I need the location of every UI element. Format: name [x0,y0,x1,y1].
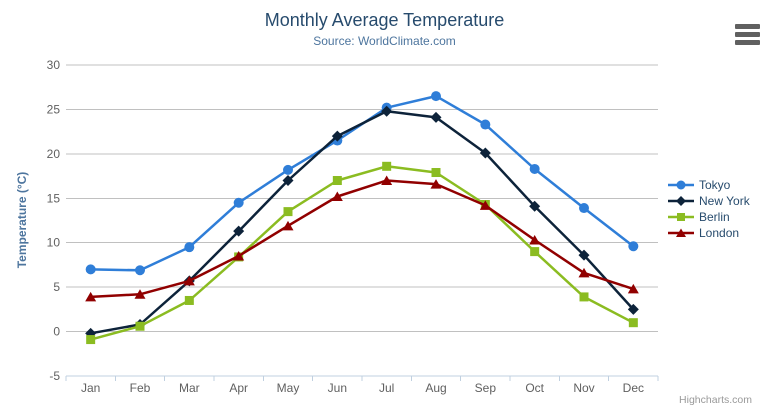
data-point-london-jul[interactable] [381,175,393,186]
data-point-berlin-mar[interactable] [184,295,194,305]
data-point-london-jan[interactable] [85,291,97,302]
x-tick-label: May [277,381,300,395]
x-tick-label: Jul [379,381,394,395]
data-point-tokyo-oct[interactable] [529,163,540,174]
legend-marker-shape [677,213,685,221]
data-point-berlin-may[interactable] [283,207,293,217]
x-tick-label: Mar [179,381,200,395]
y-tick-label: 20 [47,147,61,161]
data-point-berlin-nov[interactable] [579,292,589,302]
data-point-new-york-nov[interactable] [578,249,590,261]
data-point-london-apr[interactable] [233,251,245,261]
legend-label: London [699,226,740,240]
x-tick-label: Aug [425,381,446,395]
chart-context-menu-button[interactable] [735,24,760,45]
legend-marker-triangle-icon [668,228,694,237]
legend-marker-shape [676,196,686,206]
legend-label: Tokyo [699,178,731,192]
data-point-london-dec[interactable] [627,283,639,294]
y-tick-label: 15 [47,191,61,205]
data-point-london-oct[interactable] [529,235,541,245]
legend-item-new-york[interactable]: New York [668,193,750,209]
data-point-new-york-oct[interactable] [529,200,541,212]
x-tick-label: Jan [81,381,100,395]
data-point-tokyo-apr[interactable] [233,197,244,208]
y-tick-label: 0 [53,325,60,339]
data-point-berlin-jul[interactable] [382,161,392,171]
series-line-london [89,179,635,299]
series-line-tokyo [89,94,635,272]
hamburger-icon [735,24,760,29]
series-line-berlin [89,165,635,341]
x-tick-label: Feb [130,381,151,395]
legend-marker-diamond-icon [668,196,694,206]
series-line-new-york [89,109,635,335]
hamburger-icon [735,40,760,45]
chart-title: Monthly Average Temperature [264,10,505,30]
legend-label: Berlin [699,210,730,224]
legend: Tokyo New York Berlin London [668,177,750,241]
data-point-london-feb[interactable] [134,289,146,299]
data-point-london-nov[interactable] [578,267,590,278]
data-point-berlin-aug[interactable] [431,168,441,178]
data-point-berlin-jun[interactable] [332,176,342,186]
y-tick-label: 25 [47,102,61,116]
data-point-tokyo-mar[interactable] [184,242,195,253]
data-point-london-sep[interactable] [479,200,491,210]
y-tick-label: 5 [53,280,60,294]
data-point-berlin-jan[interactable] [86,335,96,345]
y-tick-label: 30 [47,58,61,72]
legend-marker-shape [676,180,686,190]
data-point-new-york-sep[interactable] [479,147,491,159]
data-point-new-york-jul[interactable] [381,105,393,117]
x-tick-label: Jun [328,381,347,395]
data-point-berlin-oct[interactable] [530,247,540,257]
x-tick-label: Sep [475,381,497,395]
legend-item-london[interactable]: London [668,225,750,241]
x-tick-label: Apr [229,381,248,395]
data-point-berlin-dec[interactable] [628,318,638,328]
data-point-london-aug[interactable] [430,179,442,189]
y-tick-label: -5 [49,369,60,383]
highcharts-credit-link[interactable]: Highcharts.com [679,394,752,406]
data-point-london-jun[interactable] [331,191,343,202]
legend-marker-square-icon [668,213,694,221]
data-point-london-mar[interactable] [183,275,195,286]
data-point-new-york-jun[interactable] [331,130,343,142]
legend-label: New York [699,194,750,208]
data-point-new-york-dec[interactable] [627,303,639,315]
data-point-tokyo-sep[interactable] [480,119,491,130]
legend-marker-shape [676,228,686,237]
chart-subtitle: Source: WorldClimate.com [313,34,456,48]
x-tick-label: Oct [525,381,544,395]
data-point-berlin-feb[interactable] [135,321,145,331]
data-point-tokyo-may[interactable] [283,164,293,175]
data-point-tokyo-feb[interactable] [135,265,145,276]
data-point-tokyo-jan[interactable] [85,264,96,275]
data-point-tokyo-dec[interactable] [628,241,639,252]
y-axis-title: Temperature (°C) [15,171,29,269]
x-tick-label: Nov [573,381,594,395]
legend-item-tokyo[interactable]: Tokyo [668,177,750,193]
legend-item-berlin[interactable]: Berlin [668,209,750,225]
x-tick-label: Dec [623,381,644,395]
data-point-new-york-apr[interactable] [233,225,245,237]
data-point-tokyo-aug[interactable] [431,91,441,102]
data-point-tokyo-nov[interactable] [579,203,589,214]
y-tick-label: 10 [47,236,61,250]
data-point-london-may[interactable] [282,220,294,231]
data-point-new-york-may[interactable] [282,175,294,187]
legend-marker-circle-icon [668,180,694,190]
hamburger-icon [735,32,760,37]
data-point-new-york-aug[interactable] [430,111,442,123]
